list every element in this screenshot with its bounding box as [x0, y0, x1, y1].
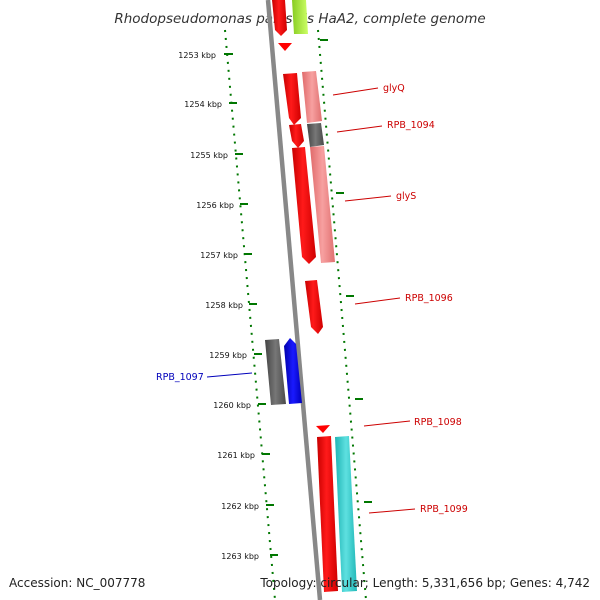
tick-label: 1255 kbp	[190, 151, 228, 160]
ruler-left-dotted	[224, 29, 276, 600]
gene-RPB_1098[interactable]	[316, 425, 330, 433]
label-line-RPB_1097	[206, 372, 253, 378]
gene-label-RPB_1097[interactable]: RPB_1097	[156, 372, 204, 383]
gene-RPB_1096[interactable]	[305, 280, 323, 334]
genome-backbone	[265, 0, 323, 600]
tick-label: 1256 kbp	[196, 201, 234, 210]
gene-RPB_1097-grey[interactable]	[265, 339, 286, 405]
gene-glyS-red[interactable]	[292, 147, 316, 264]
label-line-glyS	[344, 195, 392, 202]
tick-label: 1257 kbp	[200, 251, 238, 260]
gene-label-RPB_1098[interactable]: RPB_1098	[414, 417, 462, 428]
tick-label: 1254 kbp	[184, 100, 222, 109]
label-line-RPB_1094	[336, 125, 383, 133]
gene-RPB_1099-red[interactable]	[317, 436, 338, 592]
tick-label: 1259 kbp	[209, 351, 247, 360]
label-line-RPB_1099	[368, 508, 416, 514]
gene-RPB_1099-cyan[interactable]	[335, 436, 357, 592]
gene-label-RPB_1099[interactable]: RPB_1099	[420, 504, 468, 515]
tick-label: 1253 kbp	[178, 51, 216, 60]
right-ruler-ticks	[320, 39, 372, 503]
label-line-glyQ	[332, 87, 379, 96]
genome-summary-text: Topology: circular; Length: 5,331,656 bp…	[259, 576, 590, 590]
tick-label: 1262 kbp	[221, 502, 259, 511]
gene-label-RPB_1094[interactable]: RPB_1094	[387, 120, 435, 131]
label-line-RPB_1098	[363, 420, 411, 427]
tick-label: 1260 kbp	[213, 401, 251, 410]
tick-label: 1258 kbp	[205, 301, 243, 310]
gene-glyS-pink[interactable]	[310, 146, 335, 263]
accession-text: Accession: NC_007778	[9, 576, 145, 590]
gene-top-red-arrow[interactable]	[272, 0, 287, 36]
gene-glyQ-pink[interactable]	[302, 71, 322, 123]
gene-label-RPB_1096[interactable]: RPB_1096	[405, 293, 453, 304]
tick-label: 1261 kbp	[217, 451, 255, 460]
gene-small-red-arrow[interactable]	[278, 43, 292, 51]
gene-RPB_1094-grey[interactable]	[307, 123, 324, 147]
gene-top-green[interactable]	[292, 0, 308, 34]
gene-label-glyS[interactable]: glyS	[396, 191, 416, 202]
gene-RPB_1097-blue[interactable]	[284, 338, 302, 404]
gene-label-glyQ[interactable]: glyQ	[383, 83, 405, 94]
ruler-ticks: 1253 kbp 1254 kbp 1255 kbp 1256 kbp 1257…	[178, 51, 278, 561]
gene-RPB_1094-red[interactable]	[289, 124, 304, 148]
gene-glyQ-red[interactable]	[283, 73, 301, 125]
label-line-RPB_1096	[354, 297, 401, 305]
tick-label: 1263 kbp	[221, 552, 259, 561]
